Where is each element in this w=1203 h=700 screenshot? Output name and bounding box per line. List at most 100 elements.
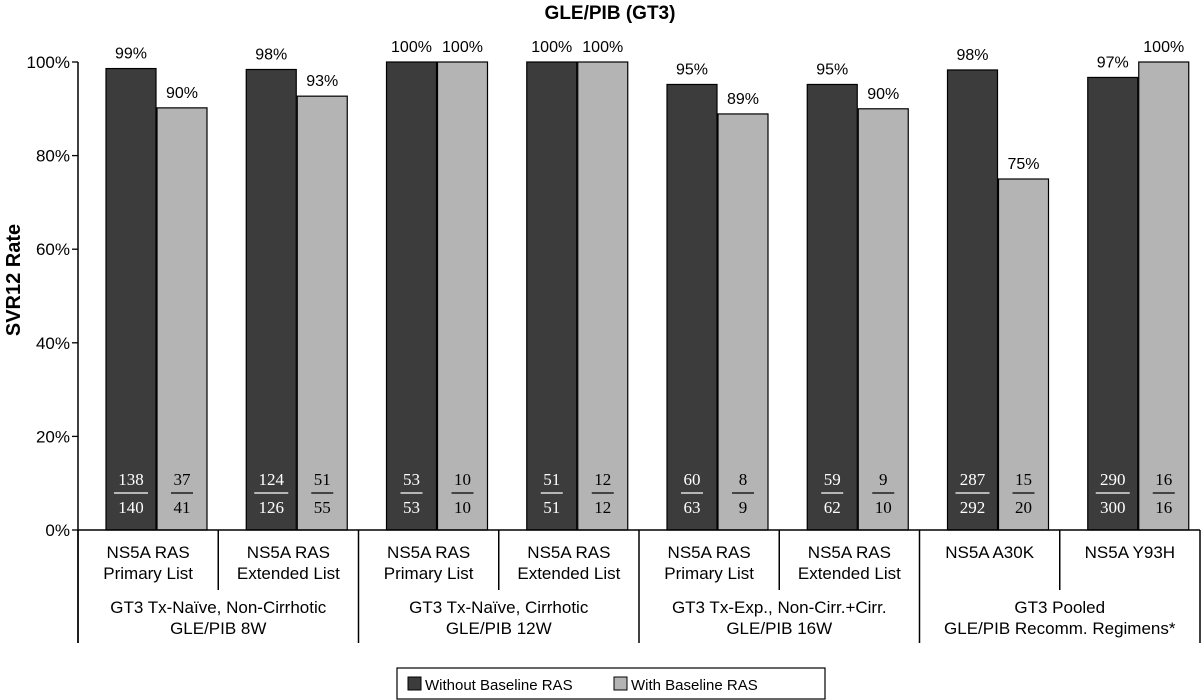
fraction-numerator: 9 bbox=[879, 470, 888, 489]
bar bbox=[717, 113, 769, 531]
group-label: GT3 Tx-Exp., Non-Cirr.+Cirr. bbox=[672, 598, 887, 617]
data-label: 100% bbox=[391, 39, 432, 56]
data-label: 90% bbox=[867, 86, 899, 103]
fraction-numerator: 12 bbox=[594, 470, 611, 489]
x-tick-label: NS5A RAS bbox=[107, 543, 190, 562]
legend-label: With Baseline RAS bbox=[631, 677, 758, 694]
data-label: 95% bbox=[816, 61, 848, 78]
y-tick-label: 20% bbox=[36, 427, 70, 446]
fraction-numerator: 8 bbox=[739, 470, 748, 489]
fraction-numerator: 16 bbox=[1155, 470, 1172, 489]
bar bbox=[997, 178, 1050, 531]
legend-label: Without Baseline RAS bbox=[425, 677, 573, 694]
bar bbox=[156, 107, 208, 531]
fraction-numerator: 60 bbox=[684, 470, 701, 489]
bar bbox=[857, 108, 909, 531]
data-label: 100% bbox=[1143, 39, 1184, 56]
legend-box bbox=[396, 667, 826, 700]
legend-swatch bbox=[407, 676, 422, 691]
y-tick-label: 100% bbox=[27, 53, 70, 72]
bar bbox=[577, 61, 629, 531]
fraction-numerator: 124 bbox=[259, 470, 285, 489]
fraction-numerator: 10 bbox=[454, 470, 471, 489]
bar bbox=[1138, 61, 1190, 531]
group-label: GLE/PIB Recomm. Regimens* bbox=[944, 619, 1176, 638]
fraction-denominator: 62 bbox=[824, 498, 841, 517]
legend-swatch bbox=[613, 676, 628, 691]
fraction-numerator: 138 bbox=[118, 470, 144, 489]
bar bbox=[946, 69, 999, 531]
bar bbox=[806, 83, 858, 531]
data-label: 89% bbox=[727, 91, 759, 108]
group-label: GLE/PIB 16W bbox=[726, 619, 832, 638]
fraction-denominator: 55 bbox=[314, 498, 331, 517]
bar bbox=[296, 95, 348, 531]
x-tick-label: NS5A RAS bbox=[527, 543, 610, 562]
data-label: 99% bbox=[115, 46, 147, 63]
legend: Without Baseline RAS With Baseline RAS bbox=[396, 667, 826, 700]
x-tick-label: Primary List bbox=[103, 564, 193, 583]
data-label: 98% bbox=[255, 46, 287, 63]
chart-title: GLE/PIB (GT3) bbox=[545, 3, 676, 24]
fraction-numerator: 53 bbox=[403, 470, 420, 489]
bar bbox=[1087, 76, 1139, 531]
x-tick-label: NS5A RAS bbox=[247, 543, 330, 562]
fraction-denominator: 16 bbox=[1155, 498, 1172, 517]
bar bbox=[436, 61, 489, 531]
x-tick-label: Extended List bbox=[237, 564, 340, 583]
x-tick-label: Extended List bbox=[798, 564, 901, 583]
fraction-denominator: 9 bbox=[739, 498, 748, 517]
fraction-numerator: 287 bbox=[960, 470, 986, 489]
plot-area: 99%13814098%124126100%5353100%515195%606… bbox=[27, 39, 1201, 643]
bar bbox=[526, 61, 578, 531]
data-label: 90% bbox=[166, 85, 198, 102]
x-tick-label: NS5A Y93H bbox=[1085, 543, 1175, 562]
fraction-denominator: 292 bbox=[960, 498, 986, 517]
fraction-numerator: 51 bbox=[314, 470, 331, 489]
group-label: GT3 Tx-Naïve, Cirrhotic bbox=[409, 598, 589, 617]
fraction-denominator: 41 bbox=[174, 498, 191, 517]
data-label: 95% bbox=[676, 61, 708, 78]
data-label: 100% bbox=[442, 39, 483, 56]
bar bbox=[245, 68, 297, 531]
fraction-denominator: 140 bbox=[118, 498, 144, 517]
x-tick-label: NS5A RAS bbox=[808, 543, 891, 562]
group-label: GLE/PIB 12W bbox=[446, 619, 552, 638]
x-tick-label: Primary List bbox=[384, 564, 474, 583]
data-label: 98% bbox=[956, 47, 988, 64]
fraction-denominator: 10 bbox=[875, 498, 892, 517]
x-tick-label: Extended List bbox=[517, 564, 620, 583]
y-tick-label: 0% bbox=[45, 521, 70, 540]
y-tick-label: 40% bbox=[36, 334, 70, 353]
fraction-denominator: 53 bbox=[403, 498, 420, 517]
y-axis-label: SVR12 Rate bbox=[3, 224, 25, 336]
fraction-numerator: 59 bbox=[824, 470, 841, 489]
fraction-denominator: 126 bbox=[259, 498, 285, 517]
x-tick-label: NS5A RAS bbox=[668, 543, 751, 562]
data-label: 97% bbox=[1097, 54, 1129, 71]
bar bbox=[105, 67, 157, 531]
bar bbox=[385, 61, 438, 531]
x-tick-label: Primary List bbox=[664, 564, 754, 583]
data-label: 100% bbox=[531, 39, 572, 56]
y-tick-label: 60% bbox=[36, 240, 70, 259]
fraction-numerator: 37 bbox=[174, 470, 192, 489]
group-label: GT3 Tx-Naïve, Non-Cirrhotic bbox=[110, 598, 327, 617]
group-label: GLE/PIB 8W bbox=[170, 619, 266, 638]
group-label: GT3 Pooled bbox=[1014, 598, 1105, 617]
fraction-denominator: 51 bbox=[543, 498, 560, 517]
fraction-numerator: 290 bbox=[1100, 470, 1126, 489]
x-tick-label: NS5A A30K bbox=[945, 543, 1035, 562]
fraction-numerator: 51 bbox=[543, 470, 560, 489]
y-tick-label: 80% bbox=[36, 147, 70, 166]
bar bbox=[666, 83, 718, 531]
fraction-denominator: 63 bbox=[684, 498, 701, 517]
fraction-denominator: 300 bbox=[1100, 498, 1126, 517]
fraction-denominator: 20 bbox=[1015, 498, 1032, 517]
fraction-numerator: 15 bbox=[1015, 470, 1032, 489]
x-tick-label: NS5A RAS bbox=[387, 543, 470, 562]
fraction-denominator: 10 bbox=[454, 498, 471, 517]
data-label: 100% bbox=[582, 39, 623, 56]
data-label: 93% bbox=[306, 73, 338, 90]
